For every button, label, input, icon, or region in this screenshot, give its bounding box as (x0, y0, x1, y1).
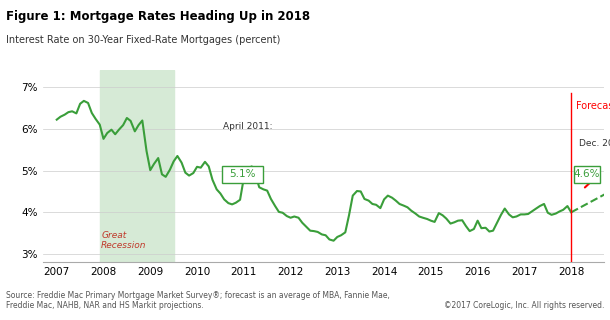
Text: ©2017 CoreLogic, Inc. All rights reserved.: ©2017 CoreLogic, Inc. All rights reserve… (443, 301, 604, 310)
Text: 5.1%: 5.1% (229, 169, 256, 179)
Text: Dec. 2018:: Dec. 2018: (579, 139, 610, 148)
Text: April 2011:: April 2011: (223, 122, 272, 131)
Text: Forecast: Forecast (576, 101, 610, 111)
Text: Figure 1: Mortgage Rates Heading Up in 2018: Figure 1: Mortgage Rates Heading Up in 2… (6, 10, 310, 23)
Text: Interest Rate on 30-Year Fixed-Rate Mortgages (percent): Interest Rate on 30-Year Fixed-Rate Mort… (6, 35, 281, 45)
Bar (100, 70, 174, 262)
FancyBboxPatch shape (222, 165, 264, 183)
Text: 4.6%: 4.6% (574, 169, 600, 179)
FancyBboxPatch shape (574, 165, 600, 183)
Text: Great
Recession: Great Recession (101, 231, 146, 251)
Text: Source: Freddie Mac Primary Mortgage Market Survey®; forecast is an average of M: Source: Freddie Mac Primary Mortgage Mar… (6, 291, 390, 310)
